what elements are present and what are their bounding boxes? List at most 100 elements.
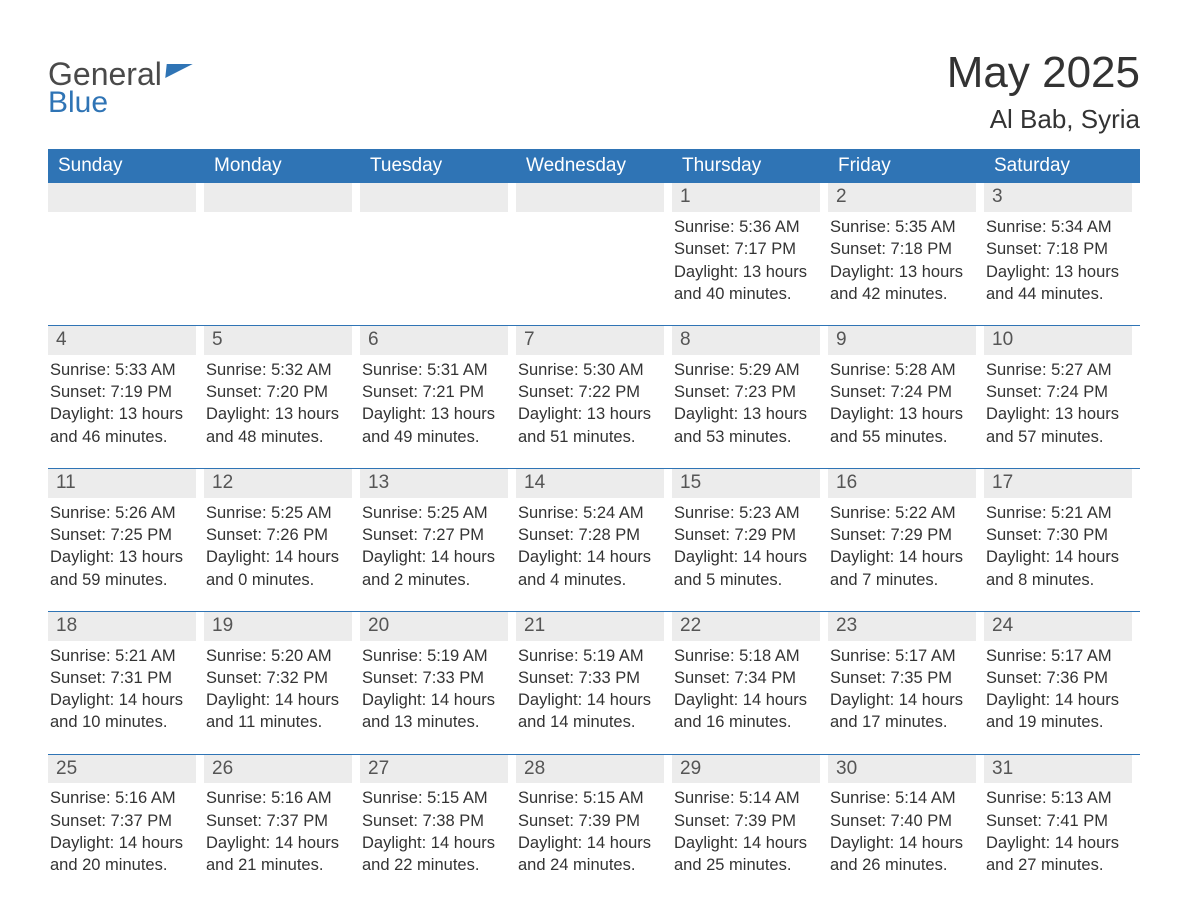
day-number: 2 — [828, 183, 976, 212]
day-number: 23 — [828, 612, 976, 641]
day-number: 21 — [516, 612, 664, 641]
sunrise-line: Sunrise: 5:22 AM — [830, 502, 974, 524]
day-details: Sunrise: 5:16 AMSunset: 7:37 PMDaylight:… — [204, 783, 352, 876]
sunrise-line: Sunrise: 5:35 AM — [830, 216, 974, 238]
day-number: 27 — [360, 755, 508, 784]
sunrise-line: Sunrise: 5:29 AM — [674, 359, 818, 381]
daylight-line: Daylight: 13 hours and 48 minutes. — [206, 403, 350, 448]
sunset-line: Sunset: 7:29 PM — [830, 524, 974, 546]
weekday-header-row: SundayMondayTuesdayWednesdayThursdayFrid… — [48, 149, 1140, 183]
sunrise-line: Sunrise: 5:15 AM — [362, 787, 506, 809]
day-details: Sunrise: 5:14 AMSunset: 7:39 PMDaylight:… — [672, 783, 820, 876]
sunset-line: Sunset: 7:23 PM — [674, 381, 818, 403]
calendar-day: 31Sunrise: 5:13 AMSunset: 7:41 PMDayligh… — [984, 755, 1140, 897]
day-details: Sunrise: 5:36 AMSunset: 7:17 PMDaylight:… — [672, 212, 820, 305]
sunrise-line: Sunrise: 5:14 AM — [830, 787, 974, 809]
sunset-line: Sunset: 7:25 PM — [50, 524, 194, 546]
day-number — [204, 183, 352, 212]
calendar-day — [204, 183, 360, 325]
calendar-day: 12Sunrise: 5:25 AMSunset: 7:26 PMDayligh… — [204, 469, 360, 611]
day-number: 16 — [828, 469, 976, 498]
sunrise-line: Sunrise: 5:26 AM — [50, 502, 194, 524]
sunrise-line: Sunrise: 5:19 AM — [362, 645, 506, 667]
day-number: 17 — [984, 469, 1132, 498]
daylight-line: Daylight: 13 hours and 40 minutes. — [674, 261, 818, 306]
calendar-day: 22Sunrise: 5:18 AMSunset: 7:34 PMDayligh… — [672, 612, 828, 754]
calendar-day: 7Sunrise: 5:30 AMSunset: 7:22 PMDaylight… — [516, 326, 672, 468]
calendar-day — [48, 183, 204, 325]
sunrise-line: Sunrise: 5:19 AM — [518, 645, 662, 667]
daylight-line: Daylight: 14 hours and 19 minutes. — [986, 689, 1130, 734]
day-details: Sunrise: 5:20 AMSunset: 7:32 PMDaylight:… — [204, 641, 352, 734]
sunrise-line: Sunrise: 5:36 AM — [674, 216, 818, 238]
calendar-day: 5Sunrise: 5:32 AMSunset: 7:20 PMDaylight… — [204, 326, 360, 468]
day-number: 10 — [984, 326, 1132, 355]
weekday-header: Friday — [828, 149, 984, 183]
sunset-line: Sunset: 7:38 PM — [362, 810, 506, 832]
calendar-day: 11Sunrise: 5:26 AMSunset: 7:25 PMDayligh… — [48, 469, 204, 611]
daylight-line: Daylight: 14 hours and 4 minutes. — [518, 546, 662, 591]
sunrise-line: Sunrise: 5:17 AM — [986, 645, 1130, 667]
sunrise-line: Sunrise: 5:21 AM — [50, 645, 194, 667]
daylight-line: Daylight: 14 hours and 0 minutes. — [206, 546, 350, 591]
day-number: 30 — [828, 755, 976, 784]
sunset-line: Sunset: 7:40 PM — [830, 810, 974, 832]
day-details: Sunrise: 5:19 AMSunset: 7:33 PMDaylight:… — [516, 641, 664, 734]
calendar-week: 4Sunrise: 5:33 AMSunset: 7:19 PMDaylight… — [48, 325, 1140, 468]
day-number: 19 — [204, 612, 352, 641]
daylight-line: Daylight: 14 hours and 25 minutes. — [674, 832, 818, 877]
day-details: Sunrise: 5:23 AMSunset: 7:29 PMDaylight:… — [672, 498, 820, 591]
day-number: 18 — [48, 612, 196, 641]
daylight-line: Daylight: 14 hours and 8 minutes. — [986, 546, 1130, 591]
sunrise-line: Sunrise: 5:25 AM — [362, 502, 506, 524]
daylight-line: Daylight: 14 hours and 27 minutes. — [986, 832, 1130, 877]
day-number — [360, 183, 508, 212]
sunrise-line: Sunrise: 5:15 AM — [518, 787, 662, 809]
calendar-day: 18Sunrise: 5:21 AMSunset: 7:31 PMDayligh… — [48, 612, 204, 754]
day-details: Sunrise: 5:31 AMSunset: 7:21 PMDaylight:… — [360, 355, 508, 448]
logo-line2: Blue — [48, 88, 108, 118]
sunset-line: Sunset: 7:35 PM — [830, 667, 974, 689]
sunset-line: Sunset: 7:18 PM — [986, 238, 1130, 260]
location-subtitle: Al Bab, Syria — [947, 104, 1140, 135]
weekday-header: Tuesday — [360, 149, 516, 183]
daylight-line: Daylight: 14 hours and 22 minutes. — [362, 832, 506, 877]
calendar-day: 16Sunrise: 5:22 AMSunset: 7:29 PMDayligh… — [828, 469, 984, 611]
calendar-day: 10Sunrise: 5:27 AMSunset: 7:24 PMDayligh… — [984, 326, 1140, 468]
calendar-day: 21Sunrise: 5:19 AMSunset: 7:33 PMDayligh… — [516, 612, 672, 754]
calendar-day: 17Sunrise: 5:21 AMSunset: 7:30 PMDayligh… — [984, 469, 1140, 611]
sunrise-line: Sunrise: 5:32 AM — [206, 359, 350, 381]
title-block: May 2025 Al Bab, Syria — [947, 50, 1140, 135]
calendar-week: 1Sunrise: 5:36 AMSunset: 7:17 PMDaylight… — [48, 183, 1140, 325]
daylight-line: Daylight: 13 hours and 49 minutes. — [362, 403, 506, 448]
calendar-week: 11Sunrise: 5:26 AMSunset: 7:25 PMDayligh… — [48, 468, 1140, 611]
sunrise-line: Sunrise: 5:31 AM — [362, 359, 506, 381]
calendar-day: 2Sunrise: 5:35 AMSunset: 7:18 PMDaylight… — [828, 183, 984, 325]
day-details: Sunrise: 5:16 AMSunset: 7:37 PMDaylight:… — [48, 783, 196, 876]
day-number: 5 — [204, 326, 352, 355]
day-details: Sunrise: 5:27 AMSunset: 7:24 PMDaylight:… — [984, 355, 1132, 448]
sunrise-line: Sunrise: 5:25 AM — [206, 502, 350, 524]
calendar-day: 4Sunrise: 5:33 AMSunset: 7:19 PMDaylight… — [48, 326, 204, 468]
calendar-day: 24Sunrise: 5:17 AMSunset: 7:36 PMDayligh… — [984, 612, 1140, 754]
logo-flag-icon — [165, 64, 192, 78]
day-number: 11 — [48, 469, 196, 498]
daylight-line: Daylight: 14 hours and 14 minutes. — [518, 689, 662, 734]
day-details: Sunrise: 5:32 AMSunset: 7:20 PMDaylight:… — [204, 355, 352, 448]
sunrise-line: Sunrise: 5:16 AM — [50, 787, 194, 809]
sunrise-line: Sunrise: 5:28 AM — [830, 359, 974, 381]
sunset-line: Sunset: 7:37 PM — [206, 810, 350, 832]
day-details: Sunrise: 5:26 AMSunset: 7:25 PMDaylight:… — [48, 498, 196, 591]
sunset-line: Sunset: 7:27 PM — [362, 524, 506, 546]
sunset-line: Sunset: 7:36 PM — [986, 667, 1130, 689]
sunrise-line: Sunrise: 5:16 AM — [206, 787, 350, 809]
sunrise-line: Sunrise: 5:33 AM — [50, 359, 194, 381]
sunset-line: Sunset: 7:24 PM — [830, 381, 974, 403]
sunset-line: Sunset: 7:29 PM — [674, 524, 818, 546]
calendar-day: 29Sunrise: 5:14 AMSunset: 7:39 PMDayligh… — [672, 755, 828, 897]
sunrise-line: Sunrise: 5:27 AM — [986, 359, 1130, 381]
sunset-line: Sunset: 7:19 PM — [50, 381, 194, 403]
day-number: 15 — [672, 469, 820, 498]
sunrise-line: Sunrise: 5:21 AM — [986, 502, 1130, 524]
daylight-line: Daylight: 14 hours and 24 minutes. — [518, 832, 662, 877]
